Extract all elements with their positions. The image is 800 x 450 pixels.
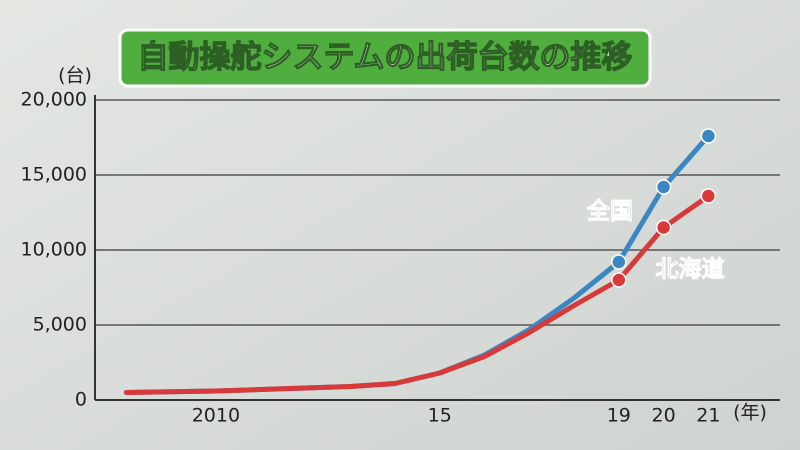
x-tick-label: 15 [428, 405, 452, 427]
data-point [611, 272, 627, 288]
series-label: 全国 [586, 198, 633, 225]
x-tick-label: 21 [696, 405, 720, 427]
y-unit: (台) [58, 65, 92, 87]
x-tick-label: 19 [607, 405, 631, 427]
title-box [118, 28, 652, 88]
y-tick-label: 10,000 [21, 239, 87, 261]
x-tick-label: 20 [652, 405, 676, 427]
x-tick-label: 2010 [192, 405, 240, 427]
data-point [611, 254, 627, 270]
y-tick-label: 5,000 [33, 314, 87, 336]
series-line [123, 193, 711, 395]
series-label: 北海道 [656, 256, 725, 283]
data-point [655, 219, 672, 236]
y-tick-label: 15,000 [21, 164, 87, 186]
data-point [655, 179, 672, 195]
y-tick-label: 20,000 [21, 89, 87, 111]
data-point [700, 188, 717, 204]
chart-title: 自動操舵システムの出荷台数の推移 [137, 40, 632, 76]
y-tick-label: 0 [75, 389, 87, 411]
data-point [700, 128, 717, 144]
x-unit: (年) [733, 402, 767, 424]
